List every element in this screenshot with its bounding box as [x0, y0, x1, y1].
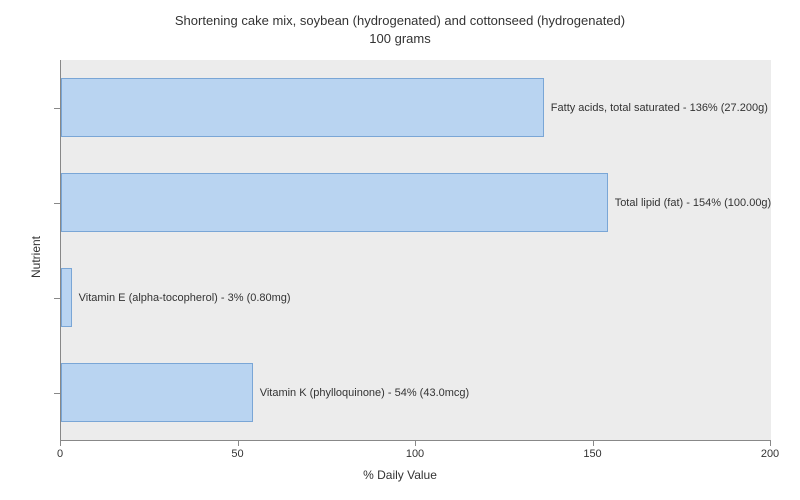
bar-label: Vitamin K (phylloquinone) - 54% (43.0mcg…: [260, 387, 470, 399]
y-tick-mark: [54, 393, 60, 394]
chart-title-line2: 100 grams: [369, 31, 430, 46]
y-axis-label: Nutrient: [29, 236, 43, 278]
y-tick-mark: [54, 108, 60, 109]
chart-container: Shortening cake mix, soybean (hydrogenat…: [0, 0, 800, 500]
plot-area: [60, 60, 771, 441]
y-tick-mark: [54, 298, 60, 299]
bar-label: Fatty acids, total saturated - 136% (27.…: [551, 102, 768, 114]
x-tick-mark: [593, 440, 594, 446]
x-tick-label: 200: [761, 448, 779, 460]
chart-title-line1: Shortening cake mix, soybean (hydrogenat…: [175, 13, 625, 28]
x-tick-mark: [60, 440, 61, 446]
x-tick-mark: [770, 440, 771, 446]
x-tick-label: 100: [406, 448, 424, 460]
x-tick-label: 0: [57, 448, 63, 460]
bar: [61, 173, 608, 232]
x-tick-mark: [415, 440, 416, 446]
bar-label: Total lipid (fat) - 154% (100.00g): [615, 197, 772, 209]
bar: [61, 78, 544, 137]
x-axis-label: % Daily Value: [0, 468, 800, 482]
x-tick-label: 150: [583, 448, 601, 460]
bar-label: Vitamin E (alpha-tocopherol) - 3% (0.80m…: [79, 292, 291, 304]
bar: [61, 363, 253, 422]
y-tick-mark: [54, 203, 60, 204]
x-tick-label: 50: [231, 448, 243, 460]
chart-title: Shortening cake mix, soybean (hydrogenat…: [0, 0, 800, 48]
x-tick-mark: [238, 440, 239, 446]
bar: [61, 268, 72, 327]
